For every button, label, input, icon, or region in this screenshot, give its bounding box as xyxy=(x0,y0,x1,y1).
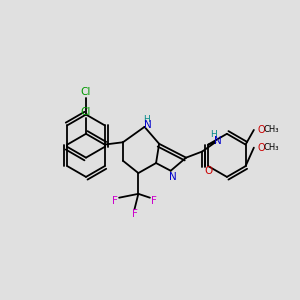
Text: N: N xyxy=(169,172,177,182)
Text: F: F xyxy=(151,196,157,206)
Text: CH₃: CH₃ xyxy=(263,125,278,134)
Text: H: H xyxy=(143,115,149,124)
Text: H: H xyxy=(210,130,217,139)
Text: F: F xyxy=(132,209,137,219)
Text: Cl: Cl xyxy=(81,107,91,117)
Text: CH₃: CH₃ xyxy=(263,143,278,152)
Text: O: O xyxy=(258,143,266,153)
Text: O: O xyxy=(258,125,266,135)
Text: O: O xyxy=(204,166,212,176)
Text: N: N xyxy=(214,136,221,146)
Text: Cl: Cl xyxy=(81,87,91,97)
Text: F: F xyxy=(112,196,118,206)
Text: N: N xyxy=(145,120,152,130)
